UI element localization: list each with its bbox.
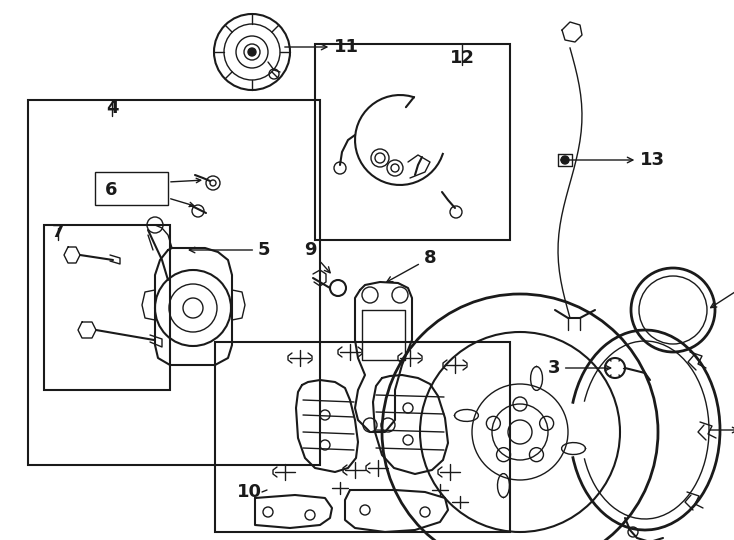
Text: 2: 2 <box>710 421 734 439</box>
Circle shape <box>248 48 256 56</box>
Text: 1: 1 <box>0 539 1 540</box>
Text: 3: 3 <box>548 359 611 377</box>
Text: 9: 9 <box>304 241 330 273</box>
Bar <box>28 100 320 465</box>
Bar <box>44 225 170 390</box>
Circle shape <box>561 156 569 164</box>
Text: 14: 14 <box>711 271 734 308</box>
Text: 8: 8 <box>387 249 436 282</box>
Text: 7: 7 <box>52 223 65 241</box>
Text: 13: 13 <box>561 151 665 169</box>
Bar <box>315 44 510 240</box>
Text: 12: 12 <box>449 49 474 67</box>
Bar <box>95 172 168 205</box>
Text: 10: 10 <box>237 483 262 501</box>
Text: 4: 4 <box>106 99 118 117</box>
Text: 11: 11 <box>285 38 359 56</box>
Text: 6: 6 <box>105 181 117 199</box>
Text: 5: 5 <box>189 241 271 259</box>
Bar <box>215 342 510 532</box>
